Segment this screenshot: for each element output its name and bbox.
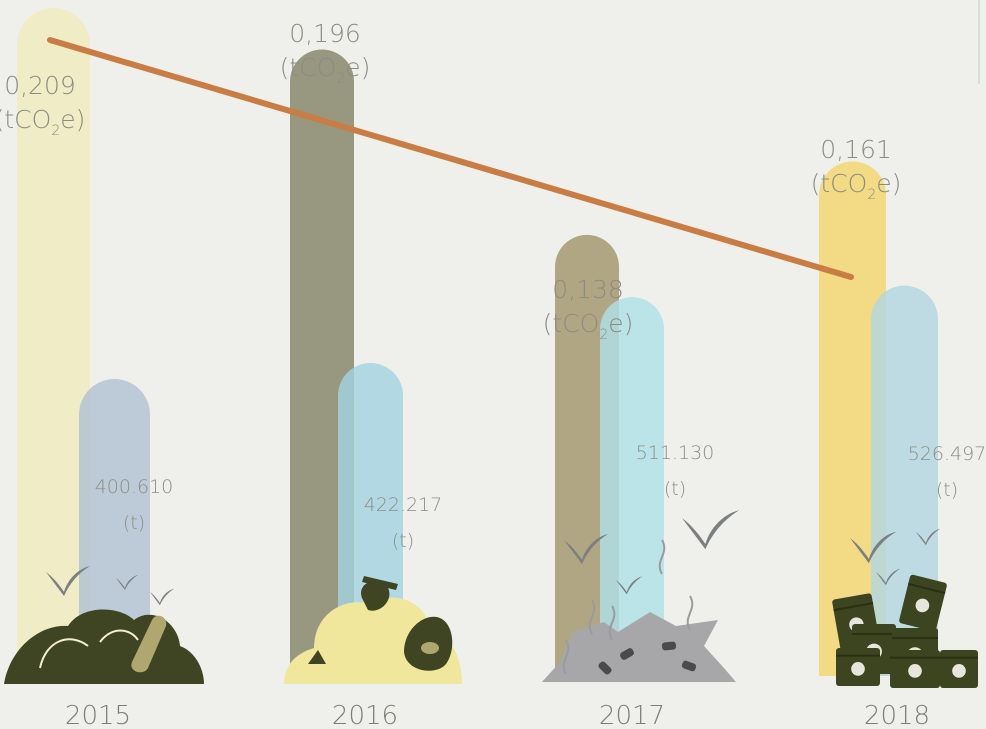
bar-emissions-2018 [819,161,886,676]
toxic-barrel-icon [836,648,880,686]
sack-tie [362,576,398,590]
x-tick-label-2017: 2017 [599,701,665,729]
data-label-emissions-2016: 0,196 [289,19,361,48]
unit-label-emissions-2016: (tCO2e) [280,53,371,87]
smoke-icon [686,595,694,631]
bottle-icon [131,615,167,673]
unit-label-tonnage-2017: (t) [664,478,686,500]
bird-icon [46,566,90,596]
unit-label-emissions-2017: (tCO2e) [543,309,634,343]
toxic-barrel-icon [890,650,940,688]
smoke-icon [658,539,666,575]
data-label-emissions-2018: 0,161 [820,135,892,164]
scrap-item-icon [681,660,697,672]
bird-icon [916,528,941,546]
bird-icon [682,510,740,550]
data-label-emissions-2017: 0,138 [552,275,624,304]
unit-label-emissions-2015: (tCO2e) [0,105,85,139]
bird-icon [850,531,897,564]
money-bag-detail [421,642,439,654]
bar-tonnage-2015 [79,379,150,676]
data-label-emissions-2015: 0,209 [4,71,76,100]
unit-label-tonnage-2018: (t) [936,479,958,501]
scrap-item-icon [598,661,612,675]
data-label-tonnage-2017: 511.130 [636,442,715,464]
bar-emissions-2015 [17,8,90,677]
smoke-icon [562,639,570,675]
unit-label-tonnage-2015: (t) [123,512,145,534]
data-label-tonnage-2015: 400.610 [95,476,174,498]
data-label-tonnage-2018: 526.497 [908,443,986,465]
bird-icon [564,534,608,564]
toxic-barrel-icon [940,650,978,688]
smoke-icon [588,599,596,635]
scrap-item-icon [661,641,677,651]
bar-tonnage-2017 [600,297,664,676]
data-label-tonnage-2016: 422.217 [364,494,443,516]
bird-icon [616,576,643,595]
scrap-item-icon [620,648,634,660]
unit-label-tonnage-2016: (t) [392,530,414,552]
x-tick-label-2016: 2016 [332,701,398,729]
smoke-icon [608,605,616,641]
toxic-barrel-icon [899,574,947,632]
bird-icon [876,568,901,586]
small-bag-icon [308,650,326,664]
unit-label-emissions-2018: (tCO2e) [811,169,902,203]
heap-detail [39,629,139,669]
bird-icon [116,575,138,590]
x-tick-label-2018: 2018 [864,701,930,729]
sack-icon [361,580,390,611]
trend-line [47,37,854,280]
x-tick-label-2015: 2015 [65,701,131,729]
bird-icon [150,588,175,606]
